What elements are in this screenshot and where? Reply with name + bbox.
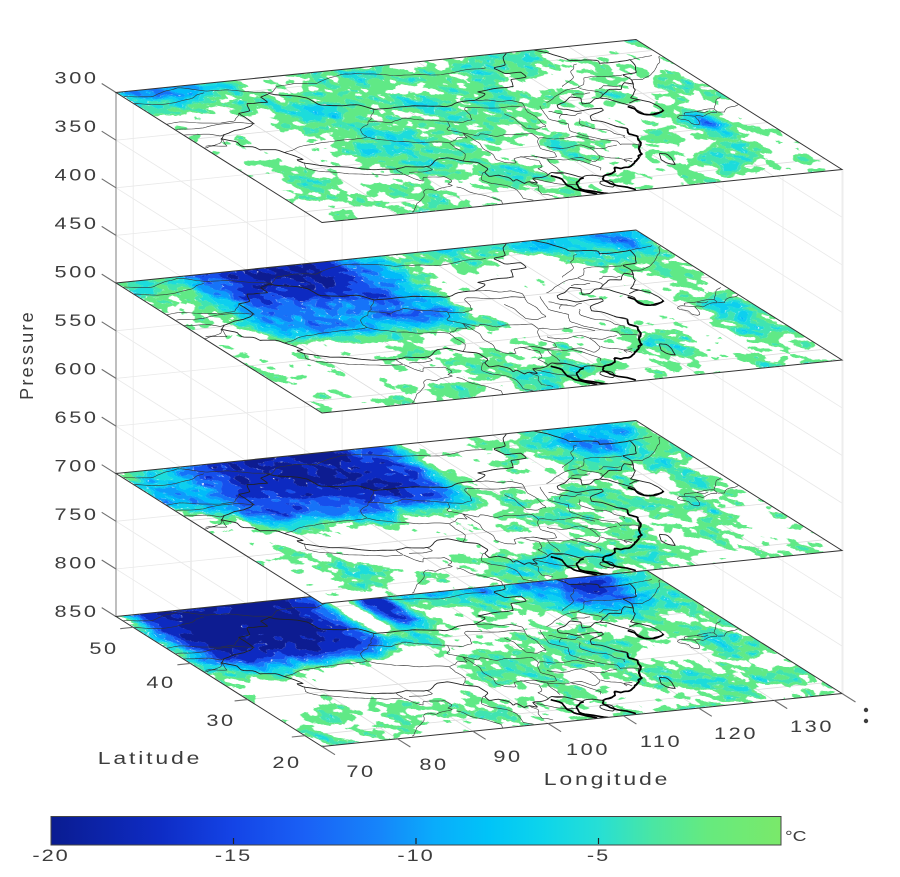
- svg-text:650: 650: [55, 408, 99, 427]
- svg-text:700: 700: [55, 457, 99, 476]
- svg-text:130: 130: [790, 717, 834, 736]
- svg-text:40: 40: [146, 673, 175, 692]
- svg-text:450: 450: [55, 214, 99, 233]
- svg-text:110: 110: [640, 732, 682, 751]
- svg-text:90: 90: [493, 747, 522, 766]
- svg-text:70: 70: [346, 762, 375, 781]
- svg-text:800: 800: [55, 554, 99, 573]
- svg-text:-10: -10: [397, 846, 434, 865]
- svg-text:-15: -15: [215, 846, 252, 865]
- svg-text:500: 500: [55, 263, 99, 282]
- svg-text:550: 550: [55, 311, 99, 330]
- svg-text:Pressure: Pressure: [17, 310, 37, 400]
- svg-text:300: 300: [55, 69, 99, 88]
- svg-text:20: 20: [272, 753, 301, 772]
- svg-text:50: 50: [89, 639, 118, 658]
- svg-text:600: 600: [55, 360, 99, 379]
- svg-text:-20: -20: [32, 846, 69, 865]
- svg-text:350: 350: [55, 117, 99, 136]
- svg-text:400: 400: [55, 166, 99, 185]
- svg-text:30: 30: [206, 711, 235, 730]
- svg-text:°C: °C: [785, 827, 807, 844]
- svg-text:750: 750: [55, 505, 99, 524]
- svg-text:120: 120: [714, 724, 758, 743]
- svg-text:100: 100: [566, 740, 610, 759]
- svg-text:-5: -5: [587, 846, 610, 865]
- svg-text:80: 80: [419, 755, 448, 774]
- svg-text:850: 850: [55, 602, 99, 621]
- svg-text:Longitude: Longitude: [544, 769, 670, 789]
- svg-text:Latitude: Latitude: [98, 748, 202, 768]
